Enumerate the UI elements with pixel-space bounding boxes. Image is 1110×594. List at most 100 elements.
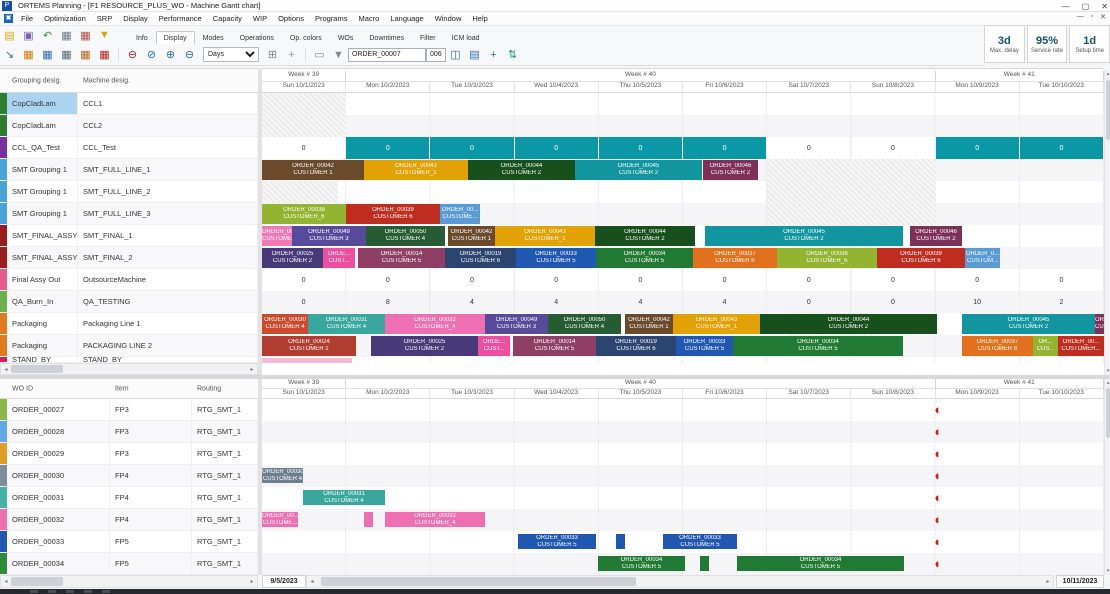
capacity-cell[interactable]: 10 xyxy=(936,291,1020,313)
capacity-cell[interactable]: 4 xyxy=(683,291,768,313)
capacity-cell[interactable]: 0 xyxy=(262,269,347,291)
machine-row-outsourcemachine[interactable]: Final Assy Out OutsourceMachine xyxy=(0,269,258,291)
gantt-bar-order-00030[interactable]: ORDER_00030 CUSTOMER 4 xyxy=(262,468,303,483)
scroll-down-icon[interactable]: ▾ xyxy=(1106,568,1110,574)
gantt-bar-order-00014[interactable]: ORDER_00014 CUSTOMER 5 xyxy=(513,336,596,356)
capacity-cell[interactable]: 0 xyxy=(346,137,431,159)
item-cell[interactable]: FP4 xyxy=(110,465,192,486)
menu-item-language[interactable]: Language xyxy=(390,14,424,23)
gantt-bar-segment[interactable] xyxy=(364,512,373,527)
taskbar-icon[interactable] xyxy=(102,590,110,593)
machine-cell[interactable]: STAND_BY xyxy=(78,357,258,362)
grouping-cell[interactable]: Packaging xyxy=(7,313,78,334)
zoom-fit-icon[interactable]: ↘ xyxy=(4,49,15,61)
routing-cell[interactable]: RTG_SMT_1 xyxy=(192,399,258,420)
taskbar-icon[interactable] xyxy=(66,590,74,593)
routing-cell[interactable]: RTG_SMT_1 xyxy=(192,421,258,442)
wo-row-order-00034[interactable]: ORDER_00034 FP5 RTG_SMT_1 xyxy=(0,553,258,575)
gantt-bar-order-0[interactable]: ORDER_0... CUSTOM... xyxy=(965,248,1000,268)
routing-cell[interactable]: RTG_SMT_1 xyxy=(192,465,258,486)
panel-splitter-vertical-bottom[interactable] xyxy=(258,379,262,575)
gantt-bar-order-00031[interactable]: ORDER_00031 CUSTOMER 4 xyxy=(303,490,385,505)
menu-item-capacity[interactable]: Capacity xyxy=(212,14,242,23)
comment-icon[interactable]: ▭ xyxy=(314,49,325,61)
calendar-icon[interactable]: ▦ xyxy=(80,29,91,42)
wo-id-cell[interactable]: ORDER_00027 xyxy=(7,399,110,420)
taskbar-icon[interactable] xyxy=(84,590,92,593)
bottom-gantt-vscrollbar[interactable]: ▴ ▾ xyxy=(1104,379,1110,575)
zoom-out-icon[interactable]: ⊖ xyxy=(184,49,195,61)
capacity-cell[interactable]: 4 xyxy=(430,291,515,313)
routing-cell[interactable]: RTG_SMT_1 xyxy=(192,487,258,508)
menu-item-macro[interactable]: Macro xyxy=(358,14,380,23)
machine-cell[interactable]: PACKAGING LINE 2 xyxy=(78,335,258,356)
gantt-bar-order-00044[interactable]: ORDER_00044 CUSTOMER 2 xyxy=(595,226,695,246)
wo-id-cell[interactable]: ORDER_00028 xyxy=(7,421,110,442)
col-routing[interactable]: Routing xyxy=(197,385,222,392)
grouping-cell[interactable]: Final Assy Out xyxy=(7,269,78,290)
gantt-bar-order-00033[interactable]: ORDER_00033 CUSTOMER 5 xyxy=(676,336,733,356)
load-grid-icon[interactable]: ▦ xyxy=(99,49,110,61)
item-cell[interactable]: FP3 xyxy=(110,421,192,442)
tab-display[interactable]: Display xyxy=(155,31,195,44)
gantt-bar-or[interactable]: OR... CUS... xyxy=(1033,336,1058,356)
item-cell[interactable]: FP5 xyxy=(110,531,192,552)
grouping-cell[interactable]: SMT Grouping 1 xyxy=(7,181,78,202)
scroll-left-icon[interactable]: ◂ xyxy=(4,366,8,373)
capacity-cell[interactable]: 0 xyxy=(430,137,515,159)
scroll-left-icon[interactable]: ◂ xyxy=(4,579,8,585)
gantt-bar-order-00042[interactable]: ORDER_00042 CUSTOMER 1 xyxy=(448,226,495,246)
capacity-cell[interactable]: 8 xyxy=(346,291,431,313)
gantt-bar-order-00038[interactable]: ORDER_00038 CUSTOMER_6 xyxy=(777,248,877,268)
capacity-cell[interactable]: 0 xyxy=(767,291,852,313)
routing-cell[interactable]: RTG_SMT_1 xyxy=(192,509,258,530)
item-cell[interactable]: FP5 xyxy=(110,553,192,574)
gantt-bar-order-00033[interactable]: ORDER_00033 CUSTOMER 5 xyxy=(518,534,596,549)
machine-cell[interactable]: SMT_FINAL_2 xyxy=(78,247,258,268)
capacity-cell[interactable]: 0 xyxy=(599,269,683,291)
capacity-cell[interactable]: 0 xyxy=(262,137,347,159)
gantt-bar-orde[interactable]: ORDE... CUST... xyxy=(323,248,355,268)
gantt-bar-segment[interactable] xyxy=(262,358,352,363)
gantt-bar-order-00[interactable]: ORDER_00...CUSTOME... xyxy=(262,226,292,246)
wo-id-cell[interactable]: ORDER_00033 xyxy=(7,531,110,552)
gantt-bar-order-00034[interactable]: ORDER_00034 CUSTOMER 5 xyxy=(737,556,904,571)
wo-row-order-00027[interactable]: ORDER_00027 FP3 RTG_SMT_1 xyxy=(0,399,258,421)
collapse-icon[interactable]: ⇅ xyxy=(507,49,518,61)
panel-splitter-vertical-top[interactable] xyxy=(258,68,262,375)
machine-cell[interactable]: CCL_Test xyxy=(78,137,258,158)
order-search-input[interactable] xyxy=(348,47,426,62)
grouping-cell[interactable]: CopCladLam xyxy=(7,115,78,136)
gantt-bar-order-00[interactable]: ORDER_00... CUSTOMER... xyxy=(1058,336,1104,356)
gantt-bar-order-00034[interactable]: ORDER_00034 CUSTOMER 5 xyxy=(733,336,903,356)
routing-cell[interactable]: RTG_SMT_1 xyxy=(192,553,258,574)
time-scale-select[interactable]: Days xyxy=(203,47,259,62)
grouping-cell[interactable]: SMT Grouping 1 xyxy=(7,159,78,180)
item-cell[interactable]: FP3 xyxy=(110,443,192,464)
planning-board-icon[interactable]: ▦ xyxy=(23,49,34,61)
col-wo-id[interactable]: WO ID xyxy=(12,385,33,392)
gantt-bar-segment[interactable] xyxy=(616,534,625,549)
machine-cell[interactable]: SMT_FINAL_1 xyxy=(78,225,258,246)
gantt-bar-order-00019[interactable]: ORDER_00019 CUSTOMER 6 xyxy=(445,248,516,268)
menu-item-display[interactable]: Display xyxy=(123,14,148,23)
gantt-bar-order-00045[interactable]: ORDER_00045 CUSTOMER 2 xyxy=(962,314,1095,334)
wo-row-order-00033[interactable]: ORDER_00033 FP5 RTG_SMT_1 xyxy=(0,531,258,553)
gantt-bar-order-00039[interactable]: ORDER_00039 CUSTOMER 6 xyxy=(346,204,440,224)
gantt-bar-order-00038[interactable]: ORDER_00038 CUSTOMER_6 xyxy=(262,204,346,224)
open-folder-icon[interactable]: ▤ xyxy=(4,29,15,42)
zoom-out-all-icon[interactable]: ⊖ xyxy=(127,49,138,61)
wo-id-cell[interactable]: ORDER_00030 xyxy=(7,465,110,486)
wo-row-order-00032[interactable]: ORDER_00032 FP4 RTG_SMT_1 xyxy=(0,509,258,531)
menu-item-wip[interactable]: WIP xyxy=(252,14,268,23)
wo-id-cell[interactable]: ORDER_00029 xyxy=(7,443,110,464)
gantt-bar-order-00042[interactable]: ORDER_00042 CUSTOMER 1 xyxy=(625,314,673,334)
machine-cell[interactable]: SMT_FULL_LINE_2 xyxy=(78,181,258,202)
grouping-cell[interactable]: STAND_BY xyxy=(7,357,78,362)
capacity-cell[interactable]: 4 xyxy=(599,291,683,313)
grouping-cell[interactable]: SMT_FINAL_ASSY xyxy=(7,247,78,268)
capacity-cell[interactable]: 0 xyxy=(851,291,936,313)
menu-item-performance[interactable]: Performance xyxy=(158,14,202,23)
gantt-bar-order-00019[interactable]: ORDER_00019 CUSTOMER 6 xyxy=(596,336,676,356)
capacity-cell[interactable]: 0 xyxy=(683,137,768,159)
